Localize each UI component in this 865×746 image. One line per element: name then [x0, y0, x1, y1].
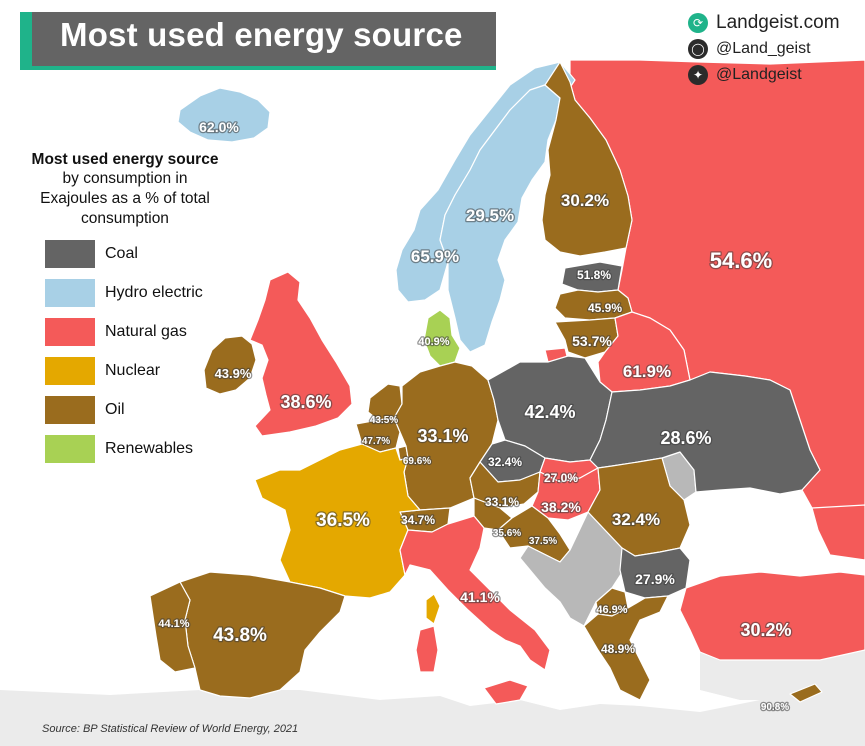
legend-item-oil: Oil [30, 396, 220, 424]
website-text: Landgeist.com [716, 12, 840, 33]
label-bulgaria: 27.9% [635, 571, 675, 587]
label-greece: 48.9% [601, 642, 635, 656]
country-portugal [149, 581, 196, 673]
label-turkey: 30.2% [740, 620, 791, 640]
instagram-link[interactable]: ◯ @Land_geist [688, 36, 840, 62]
label-sweden: 29.5% [466, 206, 514, 225]
label-cyprus: 90.8% [761, 702, 789, 713]
africa-land [0, 690, 865, 746]
legend-label-hydro: Hydro electric [105, 284, 203, 301]
legend-subtitle: by consumption in Exajoules as a % of to… [40, 170, 210, 227]
legend-swatch-hydro [45, 279, 95, 307]
legend-title: Most used energy source [31, 151, 219, 168]
title-underline [20, 66, 496, 70]
region-caucasus [811, 504, 865, 561]
country-france [254, 443, 421, 599]
social-links: ⟳ Landgeist.com ◯ @Land_geist ✦ @Landgei… [688, 10, 840, 88]
website-link[interactable]: ⟳ Landgeist.com [688, 10, 840, 36]
legend-item-coal: Coal [30, 240, 220, 268]
label-austria: 33.1% [485, 495, 519, 509]
label-ukraine: 28.6% [660, 428, 711, 448]
region-sardinia [415, 625, 439, 673]
label-uk: 38.6% [280, 392, 331, 412]
label-poland: 42.4% [524, 402, 575, 422]
label-italy: 41.1% [460, 589, 500, 605]
legend-swatch-oil [45, 396, 95, 424]
country-denmark [423, 309, 461, 367]
twitter-icon: ✦ [688, 65, 708, 85]
label-russia: 54.6% [710, 248, 772, 273]
legend-label-renewables: Renewables [105, 440, 194, 457]
label-iceland: 62.0% [199, 119, 239, 135]
legend-label-gas: Natural gas [105, 323, 187, 340]
country-cyprus [789, 683, 823, 703]
legend-label-coal: Coal [105, 245, 138, 262]
label-slovenia: 35.6% [493, 528, 521, 539]
legend-label-oil: Oil [105, 401, 125, 418]
label-norway: 65.9% [411, 247, 459, 266]
label-lithuania: 53.7% [572, 333, 612, 349]
label-spain: 43.8% [213, 625, 267, 646]
label-switzerland: 34.7% [401, 513, 435, 527]
legend-label-nuclear: Nuclear [105, 362, 161, 379]
legend-swatch-gas [45, 318, 95, 346]
label-czechia: 32.4% [488, 455, 522, 469]
label-romania: 32.4% [612, 510, 660, 529]
country-greece [583, 595, 669, 701]
label-hungary: 38.2% [541, 499, 581, 515]
label-belgium: 47.7% [362, 436, 390, 447]
label-france: 36.5% [316, 510, 370, 531]
label-north-macedonia: 46.9% [596, 604, 627, 616]
region-sicily [483, 679, 529, 705]
legend-item-gas: Natural gas [30, 318, 220, 346]
legend-item-hydro: Hydro electric [30, 279, 220, 307]
label-finland: 30.2% [561, 191, 609, 210]
title-accent [20, 12, 32, 66]
country-sweden [439, 84, 561, 353]
label-croatia: 37.5% [529, 536, 557, 547]
label-denmark: 40.9% [418, 336, 449, 348]
globe-icon: ⟳ [688, 13, 708, 33]
region-corsica [425, 593, 441, 625]
twitter-link[interactable]: ✦ @Landgeist [688, 62, 840, 88]
legend-swatch-coal [45, 240, 95, 268]
page-title: Most used energy source [60, 16, 463, 53]
source-note: Source: BP Statistical Review of World E… [42, 723, 299, 735]
label-slovakia: 27.0% [544, 471, 578, 485]
label-latvia: 45.9% [588, 301, 622, 315]
legend-swatch-nuclear [45, 357, 95, 385]
legend-item-renewables: Renewables [30, 435, 220, 463]
legend-swatch-renewables [45, 435, 95, 463]
label-portugal: 44.1% [158, 618, 189, 630]
instagram-text: @Land_geist [716, 40, 811, 57]
country-iceland [177, 87, 271, 143]
label-estonia: 51.8% [577, 268, 611, 282]
country-uk [249, 271, 353, 437]
country-ireland [203, 335, 257, 395]
country-italy [399, 515, 551, 671]
legend: Most used energy source by consumption i… [30, 150, 220, 463]
label-netherlands: 43.5% [370, 415, 398, 426]
legend-item-nuclear: Nuclear [30, 357, 220, 385]
instagram-icon: ◯ [688, 39, 708, 59]
twitter-text: @Landgeist [716, 66, 802, 83]
label-ireland: 43.9% [215, 366, 252, 381]
label-luxembourg: 69.6% [403, 456, 431, 467]
country-finland [541, 61, 633, 257]
label-belarus: 61.9% [623, 362, 671, 381]
country-turkey [679, 571, 865, 661]
label-germany: 33.1% [417, 426, 468, 446]
title-bar [20, 12, 496, 66]
